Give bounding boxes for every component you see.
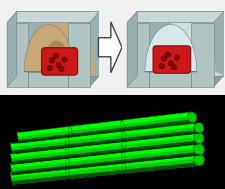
Polygon shape (10, 143, 198, 168)
Polygon shape (0, 94, 225, 189)
Polygon shape (7, 23, 28, 87)
Ellipse shape (187, 112, 196, 122)
Circle shape (158, 64, 164, 69)
Polygon shape (17, 17, 99, 76)
Polygon shape (28, 72, 68, 87)
Polygon shape (12, 162, 199, 185)
Polygon shape (17, 11, 99, 76)
Circle shape (167, 61, 173, 66)
Polygon shape (68, 23, 89, 87)
Polygon shape (10, 154, 199, 185)
Polygon shape (43, 41, 70, 68)
Ellipse shape (193, 132, 203, 144)
Polygon shape (7, 11, 17, 87)
Polygon shape (12, 140, 199, 164)
Polygon shape (126, 11, 137, 87)
Polygon shape (137, 20, 223, 76)
Polygon shape (17, 112, 192, 143)
Polygon shape (10, 154, 198, 177)
FancyBboxPatch shape (41, 48, 77, 75)
Circle shape (58, 66, 64, 72)
Polygon shape (126, 23, 149, 87)
Polygon shape (98, 22, 122, 73)
Polygon shape (18, 119, 192, 143)
Polygon shape (12, 130, 199, 154)
Polygon shape (10, 132, 198, 158)
Circle shape (47, 65, 52, 71)
Circle shape (53, 53, 58, 58)
Polygon shape (24, 25, 73, 72)
Circle shape (160, 56, 166, 61)
Polygon shape (10, 132, 199, 164)
Polygon shape (17, 112, 191, 137)
Circle shape (173, 55, 179, 60)
Polygon shape (190, 23, 213, 87)
Ellipse shape (193, 154, 203, 166)
Ellipse shape (193, 143, 203, 155)
Polygon shape (149, 72, 190, 87)
Polygon shape (10, 122, 198, 147)
Circle shape (164, 52, 170, 57)
Polygon shape (126, 76, 223, 87)
Polygon shape (144, 25, 196, 72)
Polygon shape (7, 76, 99, 87)
Circle shape (170, 64, 176, 70)
Circle shape (49, 58, 54, 63)
Polygon shape (7, 11, 99, 23)
Circle shape (56, 63, 61, 68)
Ellipse shape (193, 122, 203, 133)
Circle shape (61, 57, 67, 62)
Polygon shape (12, 152, 199, 175)
Polygon shape (137, 11, 223, 76)
Polygon shape (126, 11, 223, 23)
Polygon shape (10, 143, 199, 175)
FancyBboxPatch shape (152, 46, 190, 73)
Polygon shape (10, 122, 199, 154)
